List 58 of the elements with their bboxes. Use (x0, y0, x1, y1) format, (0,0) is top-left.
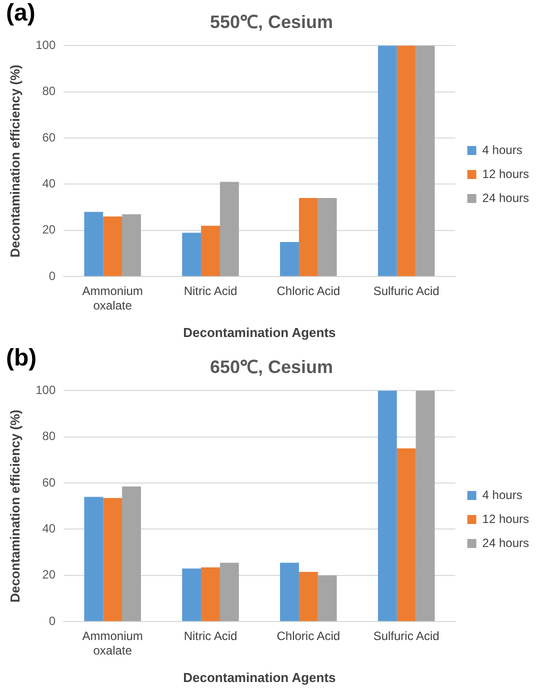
bar (298, 572, 318, 622)
y-tick-label: 0 (48, 268, 56, 283)
y-tick-label: 0 (48, 614, 56, 628)
y-tick-label: 100 (36, 38, 56, 52)
legend-label: 12 hours (482, 166, 530, 181)
bar (416, 390, 435, 622)
y-tick-label: 80 (42, 84, 56, 98)
x-tick-label: Nitric Acid (184, 284, 238, 298)
bar (318, 198, 337, 276)
bar (280, 562, 299, 622)
x-axis-title: Decontamination Agents (183, 670, 336, 685)
bar (103, 216, 122, 276)
x-tick-label: Ammonium oxalate (82, 284, 143, 313)
text: (a) (6, 0, 36, 27)
legend-label: 24 hours (482, 190, 530, 205)
y-tick-label: 80 (42, 429, 56, 444)
bar (122, 486, 141, 622)
bar (103, 498, 122, 622)
bar (280, 242, 299, 276)
legend-label: 24 hours (482, 536, 530, 550)
y-tick-label: 20 (42, 222, 56, 237)
y-tick-label: 40 (42, 522, 56, 536)
chart-title: 650℃, Cesium (210, 356, 334, 377)
bar (298, 198, 318, 276)
x-axis-title: Decontamination Agents (183, 324, 336, 340)
bar (201, 567, 220, 622)
x-tick-label: Ammonium oxalate (82, 629, 143, 658)
y-tick-label: 60 (42, 475, 56, 490)
bar (122, 214, 141, 276)
bar (396, 448, 416, 622)
bar (220, 182, 239, 276)
y-tick-label: 20 (42, 568, 56, 582)
legend-label: 4 hours (482, 142, 522, 157)
x-tick-label: Sulfuric Acid (373, 284, 440, 298)
x-tick-label: Sulfuric Acid (373, 629, 440, 644)
legend-label: 12 hours (482, 512, 530, 526)
chart-title: 550℃, Cesium (210, 12, 334, 32)
bar (182, 568, 202, 622)
bar (378, 46, 397, 276)
legend-label: 4 hours (482, 488, 522, 502)
bar (396, 46, 416, 276)
bar (416, 46, 435, 276)
x-tick-label: Chloric Acid (276, 629, 340, 644)
text: (b) (6, 344, 37, 372)
x-tick-label: Nitric Acid (184, 629, 238, 644)
x-tick-label: Chloric Acid (276, 284, 340, 298)
bar (182, 232, 202, 276)
bar (220, 562, 239, 622)
y-tick-label: 100 (36, 382, 56, 397)
bar (318, 575, 337, 622)
bar (378, 390, 397, 622)
y-tick-label: 60 (42, 130, 56, 144)
bar (201, 226, 220, 276)
y-axis-title: Decontamination efficiency (%) (7, 410, 22, 603)
bar (84, 212, 104, 276)
y-tick-label: 40 (42, 176, 56, 191)
bar (84, 496, 104, 622)
y-axis-title: Decontamination efficiency (%) (7, 64, 22, 258)
